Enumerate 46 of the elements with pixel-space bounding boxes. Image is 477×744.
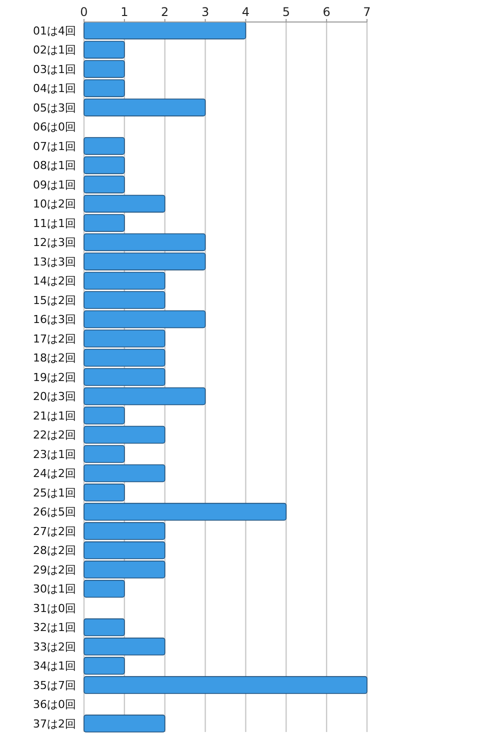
bar <box>84 714 166 732</box>
y-tick-label: 03は1回 <box>33 62 76 76</box>
y-tick-label: 24は2回 <box>33 467 76 480</box>
y-tick-label: 26は5回 <box>33 506 76 519</box>
y-tick-label: 30は1回 <box>33 582 76 596</box>
y-tick-label: 17は2回 <box>33 332 76 346</box>
y-tick-label: 05は3回 <box>33 101 76 114</box>
y-tick-label: 14は2回 <box>33 274 76 288</box>
y-tick-label: 22は2回 <box>33 428 76 442</box>
y-tick-label: 01は4回 <box>33 24 76 38</box>
y-tick-label: 25は1回 <box>33 486 76 500</box>
y-tick-label: 31は0回 <box>33 602 76 615</box>
y-tick-label: 23は1回 <box>33 448 76 461</box>
y-tick-label: 08は1回 <box>33 159 76 172</box>
x-tick-label: 2 <box>161 5 169 19</box>
y-tick-label: 15は2回 <box>33 294 76 307</box>
y-tick-label: 37は2回 <box>33 717 76 730</box>
y-tick-label: 13は3回 <box>33 255 76 268</box>
x-tick-label: 7 <box>363 5 371 19</box>
x-tick-label: 4 <box>242 5 250 19</box>
y-tick-label: 02は1回 <box>33 44 76 57</box>
y-tick-label: 11は1回 <box>33 216 76 230</box>
y-tick-label: 20は3回 <box>33 390 76 404</box>
y-tick-label: 19は2回 <box>33 370 76 384</box>
y-tick-label: 10は2回 <box>33 198 76 211</box>
y-tick-label: 12は3回 <box>33 236 76 250</box>
y-tick-label: 28は2回 <box>33 544 76 558</box>
x-tick-label: 5 <box>282 5 290 19</box>
y-tick-label: 35は7回 <box>33 678 76 692</box>
x-tick-label: 0 <box>80 5 88 19</box>
x-tick-label: 3 <box>201 5 210 19</box>
y-tick-label: 06は0回 <box>33 120 76 134</box>
y-tick-label: 32は1回 <box>33 621 76 634</box>
y-tick-label: 04は1回 <box>33 82 76 96</box>
y-tick-label: 09は1回 <box>33 178 76 192</box>
y-tick-label: 21は1回 <box>33 409 76 422</box>
y-tick-label: 36は0回 <box>33 698 76 712</box>
y-tick-label: 16は3回 <box>33 313 76 326</box>
y-tick-label: 29は2回 <box>33 563 76 576</box>
x-tick-label: 6 <box>322 5 330 19</box>
x-tick-label: 1 <box>120 5 128 19</box>
y-tick-label: 33は2回 <box>33 640 76 654</box>
y-tick-label: 07は1回 <box>33 140 76 153</box>
y-tick-label: 34は1回 <box>33 660 76 673</box>
y-tick-label: 18は2回 <box>33 352 76 365</box>
y-tick-label: 27は2回 <box>33 524 76 538</box>
